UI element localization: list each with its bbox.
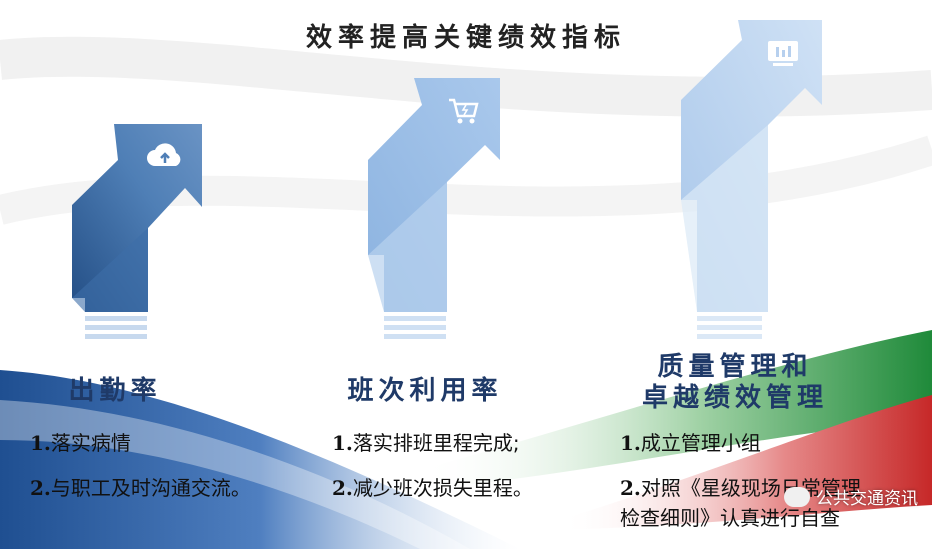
item-number: 2. — [620, 476, 641, 500]
item-number: 2. — [30, 476, 51, 500]
arrow-2 — [368, 78, 500, 339]
item-number: 1. — [620, 431, 641, 455]
item-text: 减少班次损失里程。 — [352, 476, 533, 500]
item-text: 落实病情 — [50, 431, 131, 455]
item-text: 对照《星级现场日常管理 — [640, 476, 861, 500]
watermark-text: 公共交通资讯 — [816, 489, 918, 509]
arrow-3 — [681, 20, 822, 339]
item-text: 与职工及时沟通交流。 — [50, 476, 251, 500]
item-number: 1. — [332, 431, 353, 455]
item-number: 1. — [30, 431, 51, 455]
list-item: 2.对照《星级现场日常管理 — [620, 475, 861, 501]
wechat-icon — [784, 486, 810, 507]
list-item: 2.减少班次损失里程。 — [332, 475, 533, 501]
item-text: 检查细则》认真进行自查 — [620, 506, 840, 530]
bar-chart-icon — [768, 41, 798, 66]
list-item: 1.落实排班里程完成; — [332, 430, 520, 456]
shopping-cart-icon — [449, 98, 479, 124]
heading-line: 卓越绩效管理 — [641, 383, 828, 413]
heading-line: 出勤率 — [68, 376, 162, 406]
page-title: 效率提高关键绩效指标 — [305, 23, 626, 53]
heading-line: 班次利用率 — [347, 376, 503, 406]
watermark: 公共交通资讯 — [784, 484, 918, 509]
heading-attendance-rate: 出勤率 — [40, 376, 190, 407]
cloud-upload-icon — [147, 143, 181, 166]
list-item: 检查细则》认真进行自查 — [620, 505, 840, 531]
item-number: 2. — [332, 476, 353, 500]
arrow-1 — [72, 124, 202, 339]
heading-quality-management: 质量管理和 卓越绩效管理 — [630, 352, 840, 414]
heading-line: 质量管理和 — [657, 352, 813, 382]
item-text: 落实排班里程完成; — [352, 431, 520, 455]
list-item: 1.落实病情 — [30, 430, 131, 456]
list-item: 2.与职工及时沟通交流。 — [30, 475, 251, 501]
item-text: 成立管理小组 — [640, 431, 761, 455]
heading-shift-utilization: 班次利用率 — [330, 376, 520, 407]
list-item: 1.成立管理小组 — [620, 430, 761, 456]
